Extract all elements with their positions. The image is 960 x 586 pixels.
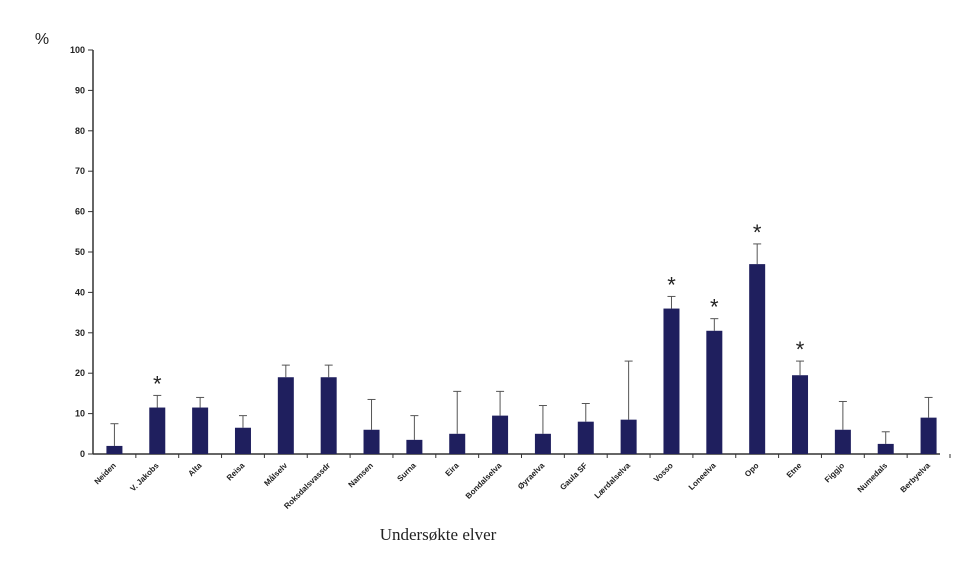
y-tick-label: 60	[75, 207, 85, 217]
x-tick-label: Vosso	[652, 461, 675, 484]
bar	[534, 433, 551, 454]
bar	[106, 445, 123, 454]
x-tick-label: Roksdalsvassdr	[282, 461, 332, 511]
bar	[877, 443, 894, 454]
bar	[277, 377, 294, 454]
x-tick-label: Neiden	[93, 461, 118, 486]
y-tick-label: 80	[75, 126, 85, 136]
bar	[234, 427, 251, 454]
x-tick-label: Etne	[785, 461, 804, 480]
y-tick-label: 90	[75, 85, 85, 95]
bar	[363, 429, 380, 454]
significance-marker: *	[710, 295, 719, 320]
significance-marker: *	[153, 371, 162, 396]
bar	[192, 407, 209, 454]
bar	[749, 264, 766, 454]
x-tick-label: Reisa	[225, 461, 247, 483]
x-tick-label: Gaula SF	[558, 461, 589, 492]
bar	[920, 417, 937, 454]
x-tick-label: Opo	[743, 461, 761, 479]
y-tick-label: 70	[75, 166, 85, 176]
y-tick-label: 40	[75, 287, 85, 297]
bar	[834, 429, 851, 454]
x-tick-label: Loneelva	[687, 461, 718, 492]
significance-marker: *	[753, 220, 762, 245]
bar	[663, 308, 680, 454]
y-tick-label: 30	[75, 328, 85, 338]
bar	[577, 421, 594, 454]
x-tick-label: Figgjo	[823, 461, 846, 484]
bar	[406, 439, 423, 454]
y-tick-label: 100	[70, 45, 85, 55]
significance-marker: *	[796, 337, 805, 362]
x-tick-label: Alta	[186, 461, 203, 478]
bar	[492, 415, 509, 454]
x-tick-label: V. Jakobs	[128, 461, 161, 494]
y-axis-label: %	[35, 31, 49, 48]
bar	[449, 433, 466, 454]
bar	[620, 419, 637, 454]
bar	[792, 375, 809, 454]
x-tick-label: Eira	[444, 461, 461, 478]
x-tick-label: Øyraelva	[516, 461, 547, 492]
bar	[149, 407, 166, 454]
bar	[320, 377, 337, 454]
x-tick-label: Lærdalselva	[593, 461, 633, 501]
significance-marker: *	[667, 272, 676, 297]
x-tick-label: Målselv	[262, 461, 289, 488]
y-tick-label: 10	[75, 409, 85, 419]
y-tick-label: 0	[80, 449, 85, 459]
x-tick-label: Bondalselva	[464, 461, 504, 501]
y-tick-label: 20	[75, 368, 85, 378]
x-tick-label: Namsen	[347, 461, 375, 489]
bar	[706, 330, 723, 454]
x-tick-label: Numedals	[856, 461, 890, 495]
x-tick-label: Berbyelva	[899, 461, 933, 495]
x-axis-label: Undersøkte elver	[380, 525, 497, 544]
x-tick-label: Surna	[395, 461, 418, 484]
y-tick-label: 50	[75, 247, 85, 257]
